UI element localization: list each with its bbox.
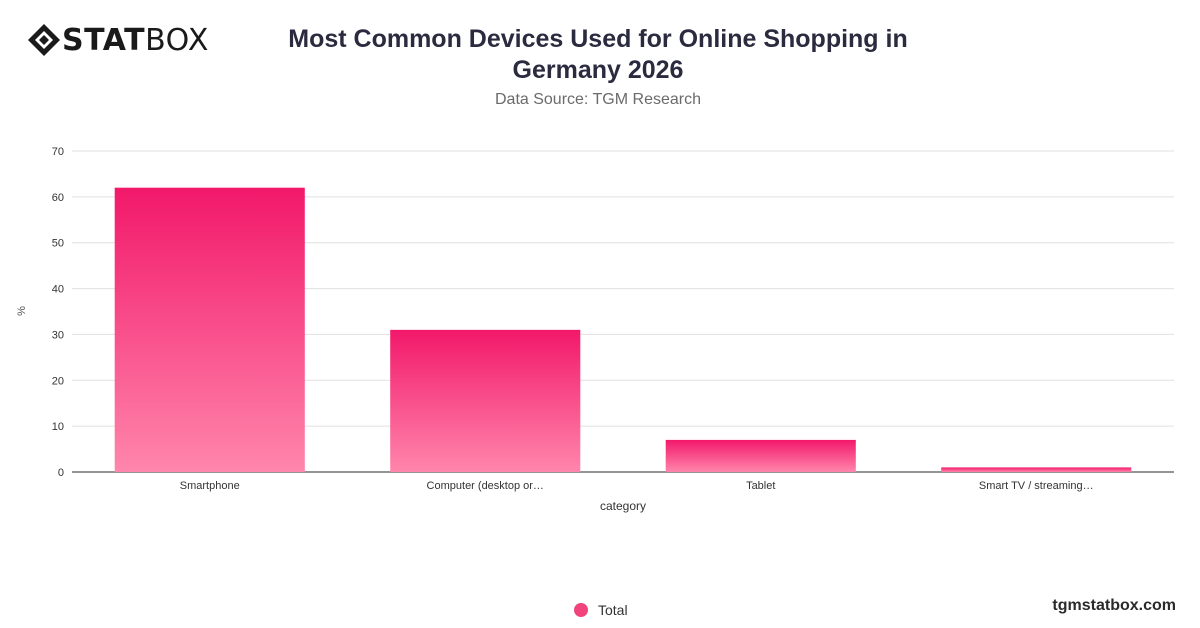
bar-3[interactable] — [941, 467, 1132, 472]
legend-swatch — [574, 603, 588, 617]
y-tick-label: 70 — [52, 146, 64, 158]
bar-2[interactable] — [665, 439, 856, 472]
x-tick-label: Smart TV / streaming… — [979, 480, 1094, 492]
x-axis-label: category — [600, 499, 646, 513]
legend[interactable]: Total — [574, 602, 628, 618]
y-tick-label: 50 — [52, 238, 64, 250]
x-axis-ticks: Smartphone Computer (desktop or… Tablet Sma… — [180, 480, 1094, 492]
y-tick-label: 0 — [58, 467, 64, 479]
bars — [114, 187, 1132, 472]
bar-1[interactable] — [390, 329, 581, 472]
bar-0[interactable] — [114, 187, 305, 472]
y-axis-label: % — [16, 306, 28, 316]
brand-name-bold: STAT — [62, 22, 146, 58]
y-tick-label: 30 — [52, 329, 64, 341]
statbox-diamond-icon — [28, 24, 60, 56]
y-axis-ticks: 0 10 20 30 40 50 60 70 — [52, 146, 64, 479]
watermark: tgmstatbox.com — [1052, 597, 1176, 614]
x-tick-label: Tablet — [746, 480, 775, 492]
y-tick-label: 20 — [52, 375, 64, 387]
y-tick-label: 10 — [52, 421, 64, 433]
y-tick-label: 40 — [52, 284, 64, 296]
y-tick-label: 60 — [52, 192, 64, 204]
brand-logo: STAT BOX — [26, 22, 209, 58]
brand-name-light: BOX — [145, 22, 209, 58]
bar-chart: 0 10 20 30 40 50 60 70 Smartphone Computer (desk… — [16, 146, 1174, 513]
x-tick-label: Computer (desktop or… — [427, 480, 544, 492]
legend-label: Total — [598, 602, 628, 618]
x-tick-label: Smartphone — [180, 480, 240, 492]
chart-subtitle: Data Source: TGM Research — [494, 91, 701, 108]
chart-title: Most Common Devices Used for Online Shop… — [288, 25, 908, 84]
